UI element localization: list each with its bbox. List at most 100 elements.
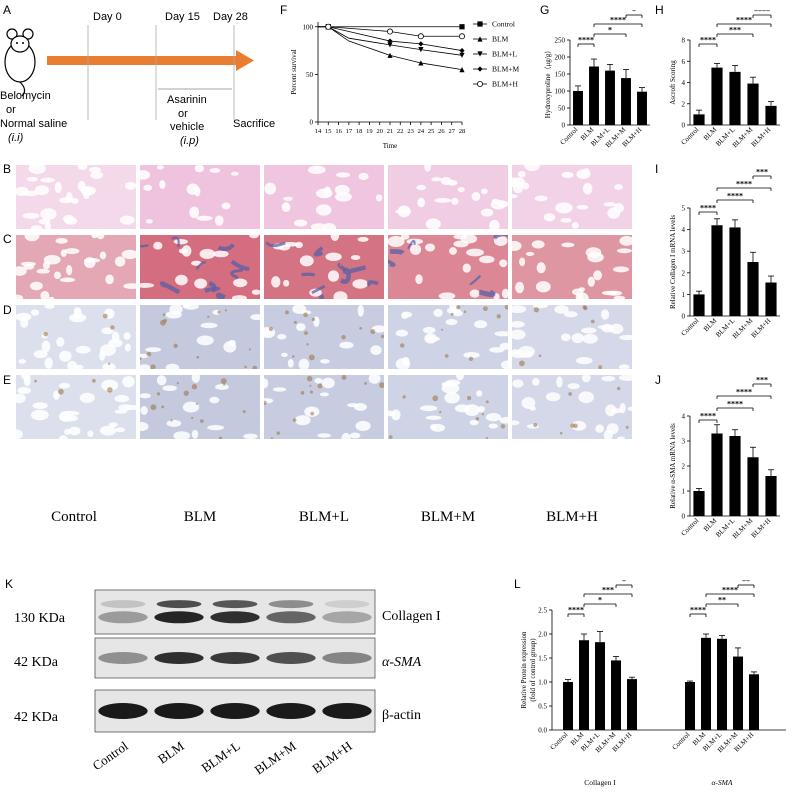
significance-stars: *** [756,168,768,177]
y-tick-label: 0 [310,119,314,127]
protein-label-asma: α-SMA [382,655,422,670]
y-tick-label: 250 [555,37,566,45]
micrograph-d-1 [16,305,136,369]
significance-stars: * [632,10,636,16]
band [154,703,204,719]
x-tick-label: 18 [356,128,363,135]
bar-blm-h [765,282,777,316]
marker [418,47,424,53]
group-label: α-SMA [711,778,732,787]
y-tick-label: 2 [682,463,686,471]
bar-blm-h [765,476,777,516]
lane-label: BLM [155,738,187,767]
legend-label: BLM+M [492,65,519,74]
x-tick-label: 27 [448,128,455,135]
timeline-diagram [4,25,254,120]
significance-stars: **** [700,412,716,421]
kda-label-2: 42 KDa [14,655,58,670]
western-blot: Control BLM BLM+L BLM+M BLM+H [90,589,376,777]
band-upper [268,600,314,609]
x-tick-label: 15 [325,128,332,135]
group-label-blm: BLM [183,509,217,525]
y-tick-label: 8 [682,37,686,45]
significance-stars: ** [718,596,726,605]
y-tick-label: 1 [682,291,686,299]
bleomycin-label: Belomycin [0,90,51,102]
marker [387,52,393,58]
x-axis-label: Time [383,142,398,150]
band [266,652,316,664]
x-tick-label: Control [671,731,692,752]
bar-blm [711,433,723,516]
significance-stars: *** [756,376,768,385]
sacrifice-label: Sacrifice [233,118,276,130]
bar-blm-l [605,70,615,125]
significance-stars: **** [736,180,752,189]
panel-label-k: K [5,577,14,591]
y-tick-label: 0 [562,122,566,130]
legend-label: Control [492,20,515,29]
x-tick-label: 25 [428,128,435,135]
group-label-blm-m: BLM+M [420,509,476,525]
vehicle-label: vehicle [170,121,205,133]
micrograph-c-2 [140,235,260,299]
significance-stars: * [622,580,626,586]
marker [476,81,483,88]
y-tick-label: 0 [682,122,686,130]
panel-label-j: J [655,373,661,387]
y-tick-label: 2 [682,100,686,108]
asarinin-or: or [178,108,188,120]
y-tick-label: 100 [303,23,314,31]
bar-blm [711,225,723,316]
micrograph-e-3 [264,375,384,439]
bar-blm-h [637,91,647,125]
y-tick-label: 4 [682,226,686,234]
band [210,703,260,719]
micrograph-d-5 [512,305,632,369]
significance-stars: * [608,26,612,35]
marker [477,51,483,57]
bar-blm [711,67,723,125]
bar-control [693,114,705,125]
lane-label: BLM+L [199,738,243,775]
bar-0-1 [579,640,589,730]
group-label-blm-h: BLM+H [546,509,598,525]
y-tick-label: 200 [555,54,566,62]
kda-label-1: 130 KDa [14,611,65,626]
micrograph-b-2 [140,165,260,229]
bar-blm-l [729,227,741,316]
y-tick-label: 2 [682,269,686,277]
day-28-label: Day 28 [213,11,248,23]
x-tick-label: 20 [376,128,383,135]
significance-stars: **** [736,388,752,397]
marker [477,66,483,72]
band [98,652,148,664]
y-tick-label: 2.0 [538,631,547,639]
panel-label-l: L [514,577,521,591]
x-tick-label: 19 [366,128,373,135]
series-blm-l: BLM+L [318,24,517,59]
y-tick-label: 1.5 [538,655,547,663]
x-tick-label: BLM+H [750,317,773,340]
band-upper [212,600,258,609]
protein-label-actin: β-actin [382,708,421,723]
bleomycin-or: or [6,104,16,116]
x-tick-label: BLM+H [750,517,773,540]
y-tick-label: 5 [682,205,686,213]
significance-stars: * [598,596,602,605]
marker [417,33,424,40]
panel-label-h: H [655,3,664,17]
micrograph-e-4 [388,375,508,439]
band-upper [324,600,370,609]
bar-1-2 [717,638,727,730]
y-axis-label: Relative α-SMA mRNA levels [669,423,677,509]
band [322,611,372,624]
legend-label: BLM+L [492,50,517,59]
x-tick-label: 28 [459,128,466,135]
micrograph-c-5 [512,235,632,299]
x-tick-label: 21 [387,128,394,135]
band-upper [100,600,146,609]
